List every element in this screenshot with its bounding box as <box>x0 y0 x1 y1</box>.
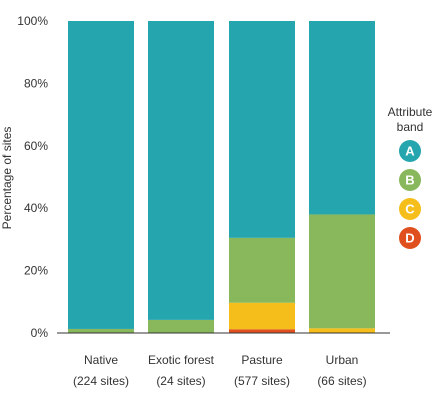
bar-segment-b <box>68 328 134 333</box>
legend-label-c: C <box>405 202 415 217</box>
y-tick-label: 60% <box>24 139 48 153</box>
bar-segment-a <box>68 21 134 329</box>
bar-segment-c <box>309 328 375 333</box>
bars <box>68 21 375 333</box>
y-tick-label: 40% <box>24 201 48 215</box>
category-sublabel: (577 sites) <box>234 374 290 388</box>
category-label: Native <box>84 353 118 367</box>
legend-swatch-a <box>399 140 421 162</box>
legend-swatch-d <box>399 227 421 249</box>
bar-segment-d <box>229 329 295 333</box>
category-sublabel: (224 sites) <box>73 374 129 388</box>
legend-title-line1: Attribute <box>388 105 433 119</box>
y-axis-title: Percentage of sites <box>0 127 14 230</box>
bar-segment-b <box>148 319 214 333</box>
bar-segment-b <box>229 237 295 303</box>
y-tick-label: 80% <box>24 76 48 90</box>
legend-swatch-b <box>399 169 421 191</box>
legend-label-b: B <box>405 173 414 188</box>
category-sublabel: (24 sites) <box>156 374 205 388</box>
y-tick-label: 0% <box>31 326 49 340</box>
bar-segment-a <box>229 21 295 238</box>
bar-segment-b <box>309 214 375 329</box>
legend-title-line2: band <box>397 120 424 134</box>
bar-segment-a <box>148 21 214 320</box>
legend-label-a: A <box>405 144 415 159</box>
category-label: Urban <box>326 353 359 367</box>
category-label: Pasture <box>241 353 283 367</box>
bar-segment-a <box>309 21 375 215</box>
category-sublabel: (66 sites) <box>317 374 366 388</box>
y-tick-label: 100% <box>17 14 48 28</box>
bar-segment-c <box>229 302 295 330</box>
legend-label-d: D <box>405 231 414 246</box>
category-label: Exotic forest <box>148 353 215 367</box>
legend-swatch-c <box>399 198 421 220</box>
y-axis-ticks: 0% 20% 40% 60% 80% 100% <box>17 14 48 340</box>
y-tick-label: 20% <box>24 264 48 278</box>
x-axis-labels: Native (224 sites) Exotic forest (24 sites)… <box>73 353 367 388</box>
